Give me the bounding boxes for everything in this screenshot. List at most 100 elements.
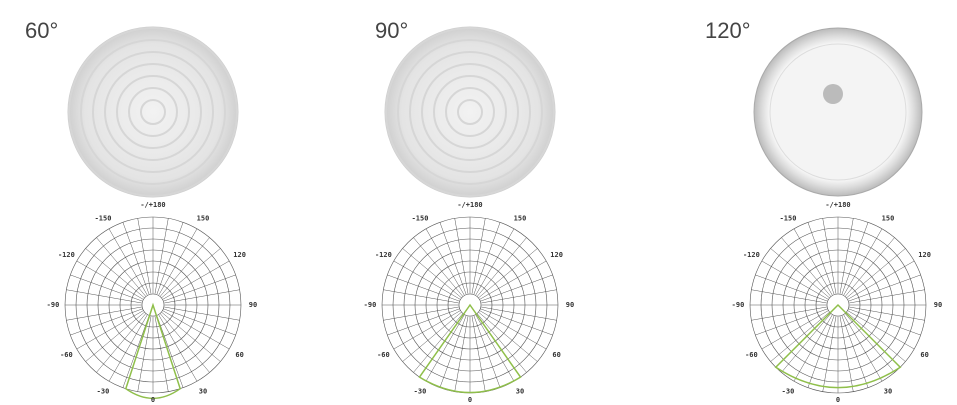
polar-spoke <box>383 289 460 304</box>
polar-spoke <box>473 222 501 295</box>
polar-spoke <box>161 248 221 299</box>
polar-spoke <box>480 289 557 304</box>
polar-spoke <box>839 315 854 392</box>
polar-spoke <box>402 311 462 362</box>
polar-spoke <box>66 306 143 321</box>
polar-spoke <box>439 222 467 295</box>
polar-spoke <box>163 289 240 304</box>
polar-spoke <box>473 315 501 388</box>
polar-spoke <box>137 218 152 295</box>
polar-spoke <box>822 218 837 295</box>
lens-ring <box>445 87 495 137</box>
polar-spoke <box>76 260 144 300</box>
polar-spoke <box>844 237 895 297</box>
polar-spoke <box>844 313 895 373</box>
polar-spoke <box>387 274 460 302</box>
polar-spoke <box>96 313 147 373</box>
polar-spoke <box>476 237 527 297</box>
lens-ring <box>116 75 190 149</box>
polar-angle-label: 150 <box>197 214 210 222</box>
lens-ring <box>140 99 166 125</box>
lens-ring <box>92 51 214 173</box>
lens-ring <box>68 27 238 197</box>
polar-spoke <box>848 306 925 321</box>
polar-spoke <box>393 310 461 350</box>
polar-angle-label: -30 <box>414 388 427 396</box>
lens-ring <box>433 75 507 149</box>
polar-spoke <box>781 313 832 373</box>
polar-spoke <box>154 315 169 392</box>
lens-ring <box>421 63 519 161</box>
polar-spoke <box>393 260 461 300</box>
polar-spoke <box>70 274 143 302</box>
polar-spoke <box>425 314 465 382</box>
polar-spoke <box>847 260 915 300</box>
polar-spoke <box>108 228 148 296</box>
polar-spoke <box>476 313 527 373</box>
polar-spoke <box>161 311 221 362</box>
polar-spoke <box>413 313 464 373</box>
polar-angle-label: 60 <box>552 351 560 359</box>
polar-spoke <box>413 237 464 297</box>
polar-angle-label: 30 <box>199 388 207 396</box>
polar-angle-label: 60 <box>235 351 243 359</box>
polar-angle-label: -120 <box>743 251 760 259</box>
lens-ring <box>104 63 202 161</box>
polar-spoke <box>159 237 210 297</box>
polar-spoke <box>108 314 148 382</box>
polar-spoke <box>475 314 515 382</box>
polar-angle-label: 120 <box>550 251 563 259</box>
polar-spoke <box>848 289 925 304</box>
polar-spoke <box>156 222 184 295</box>
polar-angle-label: 90 <box>934 301 942 309</box>
polar-spoke <box>848 274 921 302</box>
polar-angle-label: -120 <box>375 251 392 259</box>
polar-spoke <box>843 228 883 296</box>
polar-spoke <box>478 311 538 362</box>
lens-label: 60° <box>25 18 58 43</box>
polar-angle-label: -/+180 <box>457 201 482 209</box>
polar-spoke <box>479 260 547 300</box>
polar-spoke <box>761 260 829 300</box>
polar-spoke <box>755 274 828 302</box>
polar-spoke <box>85 248 145 299</box>
polar-spoke <box>478 248 538 299</box>
lens-center <box>769 43 907 181</box>
lens-ring <box>385 27 555 197</box>
polar-spoke <box>76 310 144 350</box>
polar-angle-label: 120 <box>918 251 931 259</box>
polar-spoke <box>70 308 143 336</box>
polar-spoke <box>66 289 143 304</box>
polar-angle-label: -150 <box>95 214 112 222</box>
polar-spoke <box>770 248 830 299</box>
lens-ring <box>80 39 226 185</box>
polar-spoke <box>163 308 236 336</box>
polar-spoke <box>841 315 869 388</box>
lens-label: 120° <box>705 18 751 43</box>
beam-curve <box>774 303 902 389</box>
polar-angle-label: 150 <box>882 214 895 222</box>
polar-angle-label: 0 <box>836 396 840 404</box>
polar-angle-label: -150 <box>412 214 429 222</box>
polar-spoke <box>839 218 854 295</box>
polar-angle-label: -90 <box>732 301 745 309</box>
polar-angle-label: -60 <box>377 351 390 359</box>
beam-curve <box>124 302 182 400</box>
lens-ring <box>457 99 483 125</box>
polar-angle-label: 30 <box>884 388 892 396</box>
polar-spoke <box>158 228 198 296</box>
polar-angle-label: -90 <box>47 301 60 309</box>
lens-ring <box>128 87 178 137</box>
polar-spoke <box>807 222 835 295</box>
polar-angle-label: 30 <box>516 388 524 396</box>
polar-spoke <box>475 228 515 296</box>
polar-spoke <box>479 310 547 350</box>
polar-angle-label: -30 <box>782 388 795 396</box>
polar-spoke <box>793 228 833 296</box>
polar-spoke <box>122 222 150 295</box>
polar-spoke <box>781 237 832 297</box>
polar-angle-label: -90 <box>364 301 377 309</box>
polar-spoke <box>480 274 553 302</box>
polar-spoke <box>383 306 460 321</box>
